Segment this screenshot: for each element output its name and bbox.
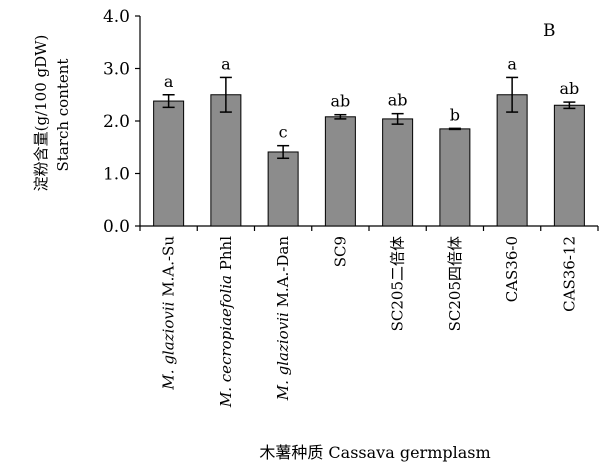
error-bar [162, 94, 175, 109]
category-label: M. glaziovii M.A.-Dan [274, 236, 292, 402]
y-axis-title-en: Starch content [54, 59, 72, 172]
error-bar [563, 101, 576, 110]
significance-label: ab [388, 91, 408, 110]
bar [267, 151, 299, 227]
category-label: SC9 [331, 236, 349, 267]
category-label: CAS36-12 [560, 236, 578, 312]
panel-label: B [543, 21, 556, 41]
y-axis-title-cn: 淀粉含量(g/100 gDW) [32, 35, 50, 192]
significance-label: a [507, 54, 517, 73]
error-bar [448, 127, 461, 131]
category-label: CAS36-0 [503, 236, 521, 302]
category-label: SC205二倍体 [389, 236, 407, 331]
labels: a M. glaziovii M.A.-Su a M. cecropiaefolia … [160, 54, 580, 408]
category-label: M. glaziovii M.A.-Su [160, 236, 178, 391]
y-tick-label: 4.0 [103, 7, 130, 27]
category-label: SC205四倍体 [446, 236, 464, 331]
significance-label: ab [330, 92, 350, 111]
bar [439, 128, 471, 227]
significance-label: ab [559, 79, 579, 98]
error-bar [334, 113, 347, 120]
significance-label: b [450, 105, 460, 124]
error-bar [219, 76, 232, 113]
x-axis-title: 木薯种质 Cassava germplasm [259, 443, 490, 462]
bar [324, 116, 356, 227]
y-tick-label: 1.0 [103, 165, 130, 185]
error-bar [391, 112, 404, 125]
bar [496, 94, 528, 227]
bars [153, 76, 585, 227]
bar [382, 118, 414, 227]
bar [553, 104, 585, 227]
y-tick-label: 0.0 [103, 217, 130, 237]
category-label: M. cecropiaefolia Phhl [217, 236, 235, 408]
significance-label: a [164, 72, 174, 91]
bar [153, 100, 185, 227]
significance-label: c [279, 123, 288, 142]
significance-label: a [221, 54, 231, 73]
bar [210, 94, 242, 227]
error-bar [506, 76, 519, 113]
error-bar [277, 144, 290, 160]
y-tick-label: 2.0 [103, 112, 130, 132]
y-tick-label: 3.0 [103, 60, 130, 80]
